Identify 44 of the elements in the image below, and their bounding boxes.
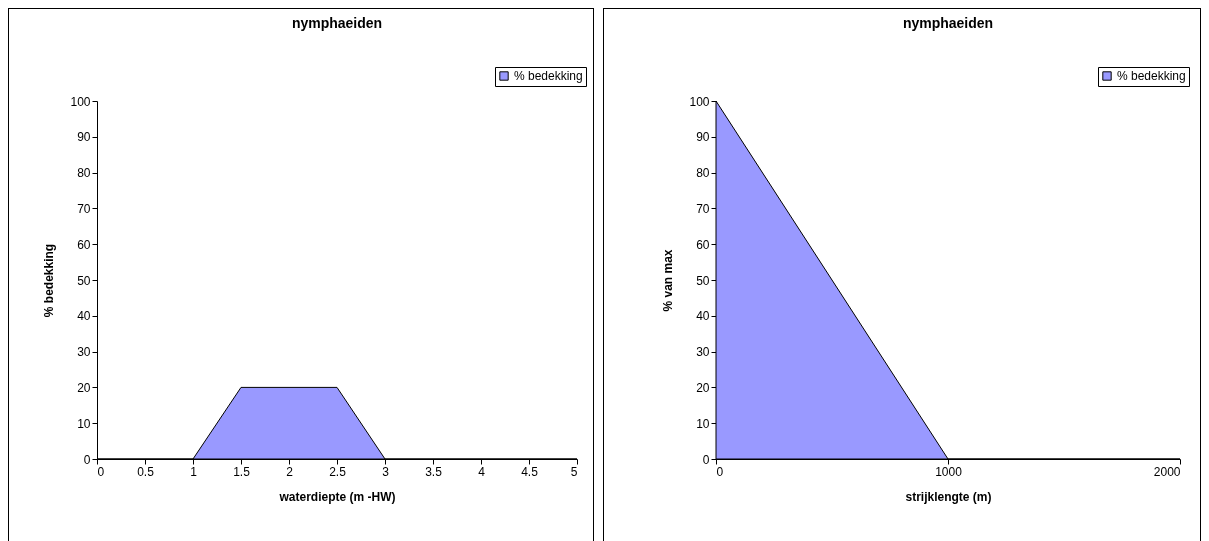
x-tick-label: 3.5	[425, 464, 443, 479]
y-tick-label: 10	[77, 416, 91, 431]
x-tick-label: 1.5	[233, 464, 251, 479]
y-tick-label: 50	[77, 273, 91, 288]
y-axis-title: % van max	[661, 249, 676, 312]
y-tick-label: 30	[696, 345, 710, 360]
y-tick-label: 40	[696, 309, 710, 324]
y-tick-label: 100	[70, 94, 91, 109]
y-tick-label: 90	[77, 130, 91, 145]
legend-label: % bedekking	[1117, 69, 1186, 83]
x-tick-label: 0	[716, 464, 724, 479]
y-tick-label: 20	[696, 380, 710, 395]
x-tick-label: 2000	[1153, 464, 1181, 479]
y-axis-title: % bedekking	[42, 243, 57, 318]
y-tick-label: 100	[689, 94, 710, 109]
y-tick-label: 10	[696, 416, 710, 431]
y-tick-label: 70	[77, 201, 91, 216]
y-tick-label: 50	[696, 273, 710, 288]
x-tick-label: 2.5	[329, 464, 347, 479]
x-tick-label: 3	[382, 464, 390, 479]
y-tick-label: 60	[77, 237, 91, 252]
y-tick-label: 70	[696, 201, 710, 216]
y-tick-label: 80	[77, 166, 91, 181]
y-tick-label: 20	[77, 380, 91, 395]
x-tick-label: 4.5	[521, 464, 539, 479]
y-tick-label: 40	[77, 309, 91, 324]
y-tick-label: 0	[702, 452, 710, 467]
x-axis-title: waterdiepte (m -HW)	[278, 489, 396, 504]
chart-title: nymphaeiden	[291, 14, 383, 31]
x-tick-label: 4	[478, 464, 486, 479]
chart-title: nymphaeiden	[902, 14, 994, 31]
y-tick-label: 60	[696, 237, 710, 252]
x-tick-label: 5	[570, 464, 578, 479]
x-tick-label: 0.5	[137, 464, 155, 479]
y-tick-label: 90	[696, 130, 710, 145]
x-tick-label: 1000	[935, 464, 963, 479]
y-tick-label: 30	[77, 345, 91, 360]
x-tick-label: 2	[286, 464, 294, 479]
x-tick-label: 1	[190, 464, 198, 479]
x-tick-label: 0	[97, 464, 105, 479]
y-tick-label: 0	[83, 452, 91, 467]
legend-label: % bedekking	[514, 69, 583, 83]
x-axis-title: strijklengte (m)	[905, 489, 992, 504]
y-tick-label: 80	[696, 166, 710, 181]
